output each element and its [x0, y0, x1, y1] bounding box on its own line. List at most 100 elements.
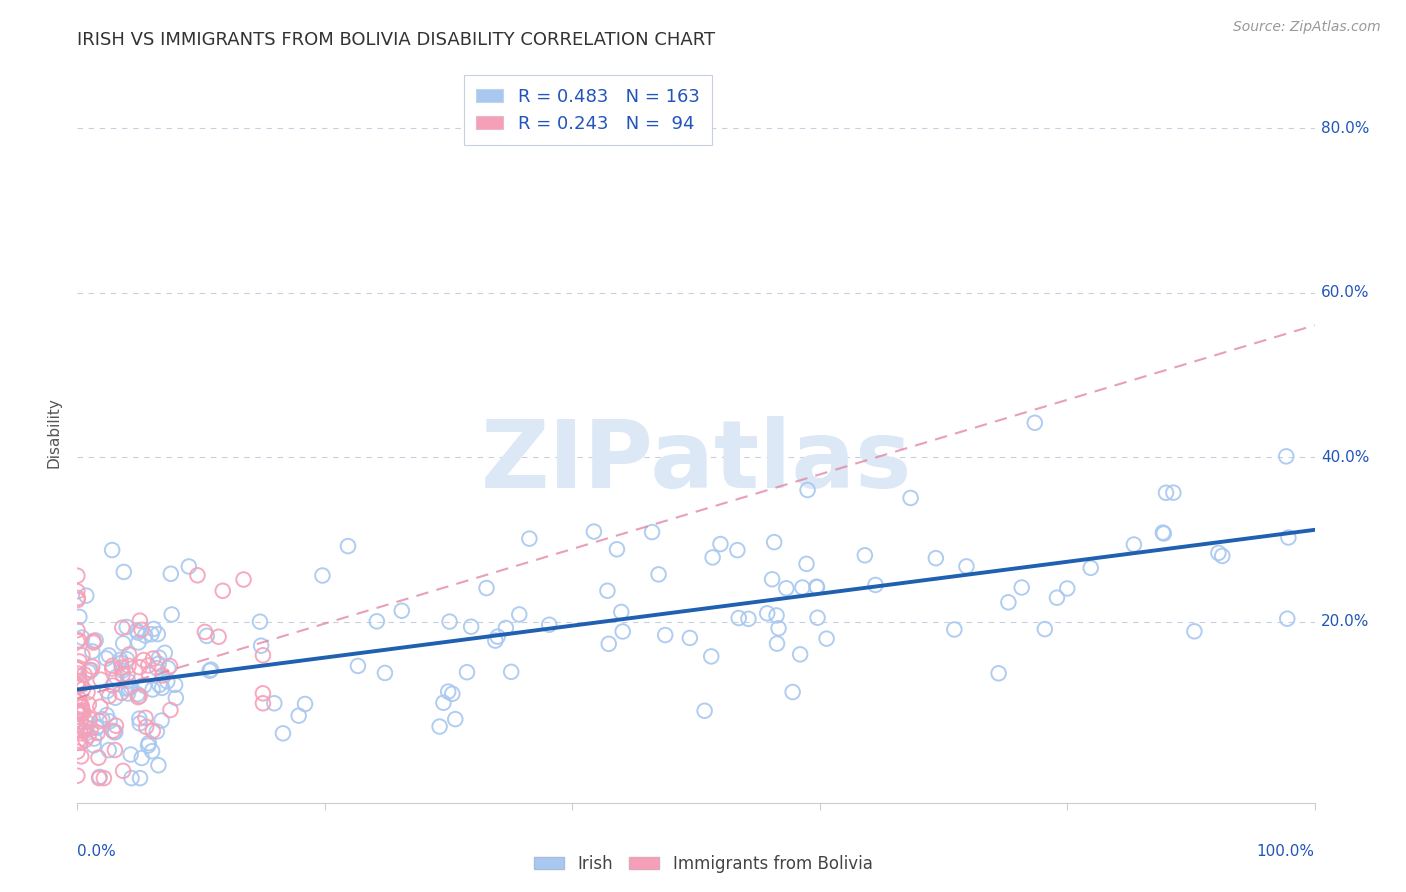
Point [311, 568, 333, 582]
Point [72, 648, 94, 663]
Point [768, 621, 790, 635]
Point [69, 714, 91, 729]
Point [76, 685, 98, 699]
Point [1153, 526, 1175, 541]
Point [66, 704, 89, 718]
Point [441, 687, 464, 701]
Point [987, 666, 1010, 681]
Point [104, 690, 127, 705]
Point [709, 537, 731, 551]
Point [82, 659, 104, 673]
Point [508, 607, 530, 622]
Point [73, 723, 96, 738]
Point [702, 550, 724, 565]
Point [115, 620, 138, 634]
Point [128, 614, 150, 628]
Point [782, 685, 804, 699]
Point [72, 704, 94, 718]
Point [101, 543, 124, 558]
Point [121, 771, 143, 785]
Point [69, 699, 91, 714]
Point [287, 708, 309, 723]
Point [211, 583, 233, 598]
Point [86, 720, 108, 734]
Point [70, 698, 93, 713]
Point [131, 623, 153, 637]
Point [134, 711, 156, 725]
Point [761, 572, 783, 586]
Point [75, 714, 97, 729]
Point [186, 568, 208, 582]
Point [142, 682, 165, 697]
Point [128, 660, 150, 674]
Point [727, 611, 749, 625]
Point [1208, 546, 1230, 560]
Point [647, 567, 669, 582]
Point [111, 621, 134, 635]
Point [252, 696, 274, 710]
Point [146, 661, 169, 675]
Point [80, 722, 103, 736]
Point [519, 532, 541, 546]
Point [141, 744, 163, 758]
Point [865, 578, 887, 592]
Point [347, 659, 370, 673]
Point [76, 721, 98, 735]
Point [86, 726, 108, 740]
Point [263, 696, 285, 710]
Point [501, 665, 523, 679]
Point [84, 633, 107, 648]
Point [112, 636, 135, 650]
Point [1046, 591, 1069, 605]
Point [271, 726, 294, 740]
Point [765, 608, 787, 623]
Point [89, 770, 111, 784]
Point [69, 723, 91, 738]
Point [115, 681, 138, 696]
Point [150, 668, 173, 682]
Point [66, 584, 89, 599]
Text: 80.0%: 80.0% [1320, 120, 1369, 136]
Point [252, 648, 274, 663]
Point [110, 653, 132, 667]
Point [82, 644, 104, 658]
Point [159, 703, 181, 717]
Point [96, 708, 118, 723]
Point [725, 543, 748, 558]
Point [806, 611, 828, 625]
Point [150, 714, 173, 728]
Point [97, 743, 120, 757]
Point [90, 673, 112, 687]
Point [105, 670, 128, 684]
Point [112, 764, 135, 778]
Point [118, 681, 141, 696]
Point [789, 648, 811, 662]
Text: 20.0%: 20.0% [1320, 615, 1369, 630]
Point [737, 612, 759, 626]
Point [148, 650, 170, 665]
Point [69, 706, 91, 720]
Point [157, 661, 180, 675]
Point [67, 655, 90, 669]
Point [1277, 612, 1299, 626]
Point [115, 652, 138, 666]
Point [96, 684, 118, 698]
Point [77, 729, 100, 743]
Point [763, 535, 786, 549]
Point [117, 686, 139, 700]
Point [83, 731, 105, 746]
Point [997, 595, 1019, 609]
Point [67, 666, 90, 681]
Point [142, 723, 165, 738]
Point [117, 667, 139, 681]
Point [177, 559, 200, 574]
Point [83, 634, 105, 648]
Point [195, 629, 218, 643]
Point [66, 634, 89, 648]
Point [125, 624, 148, 638]
Text: ZIPatlas: ZIPatlas [481, 417, 911, 508]
Point [70, 631, 93, 645]
Point [67, 704, 90, 718]
Point [429, 720, 451, 734]
Point [67, 733, 90, 747]
